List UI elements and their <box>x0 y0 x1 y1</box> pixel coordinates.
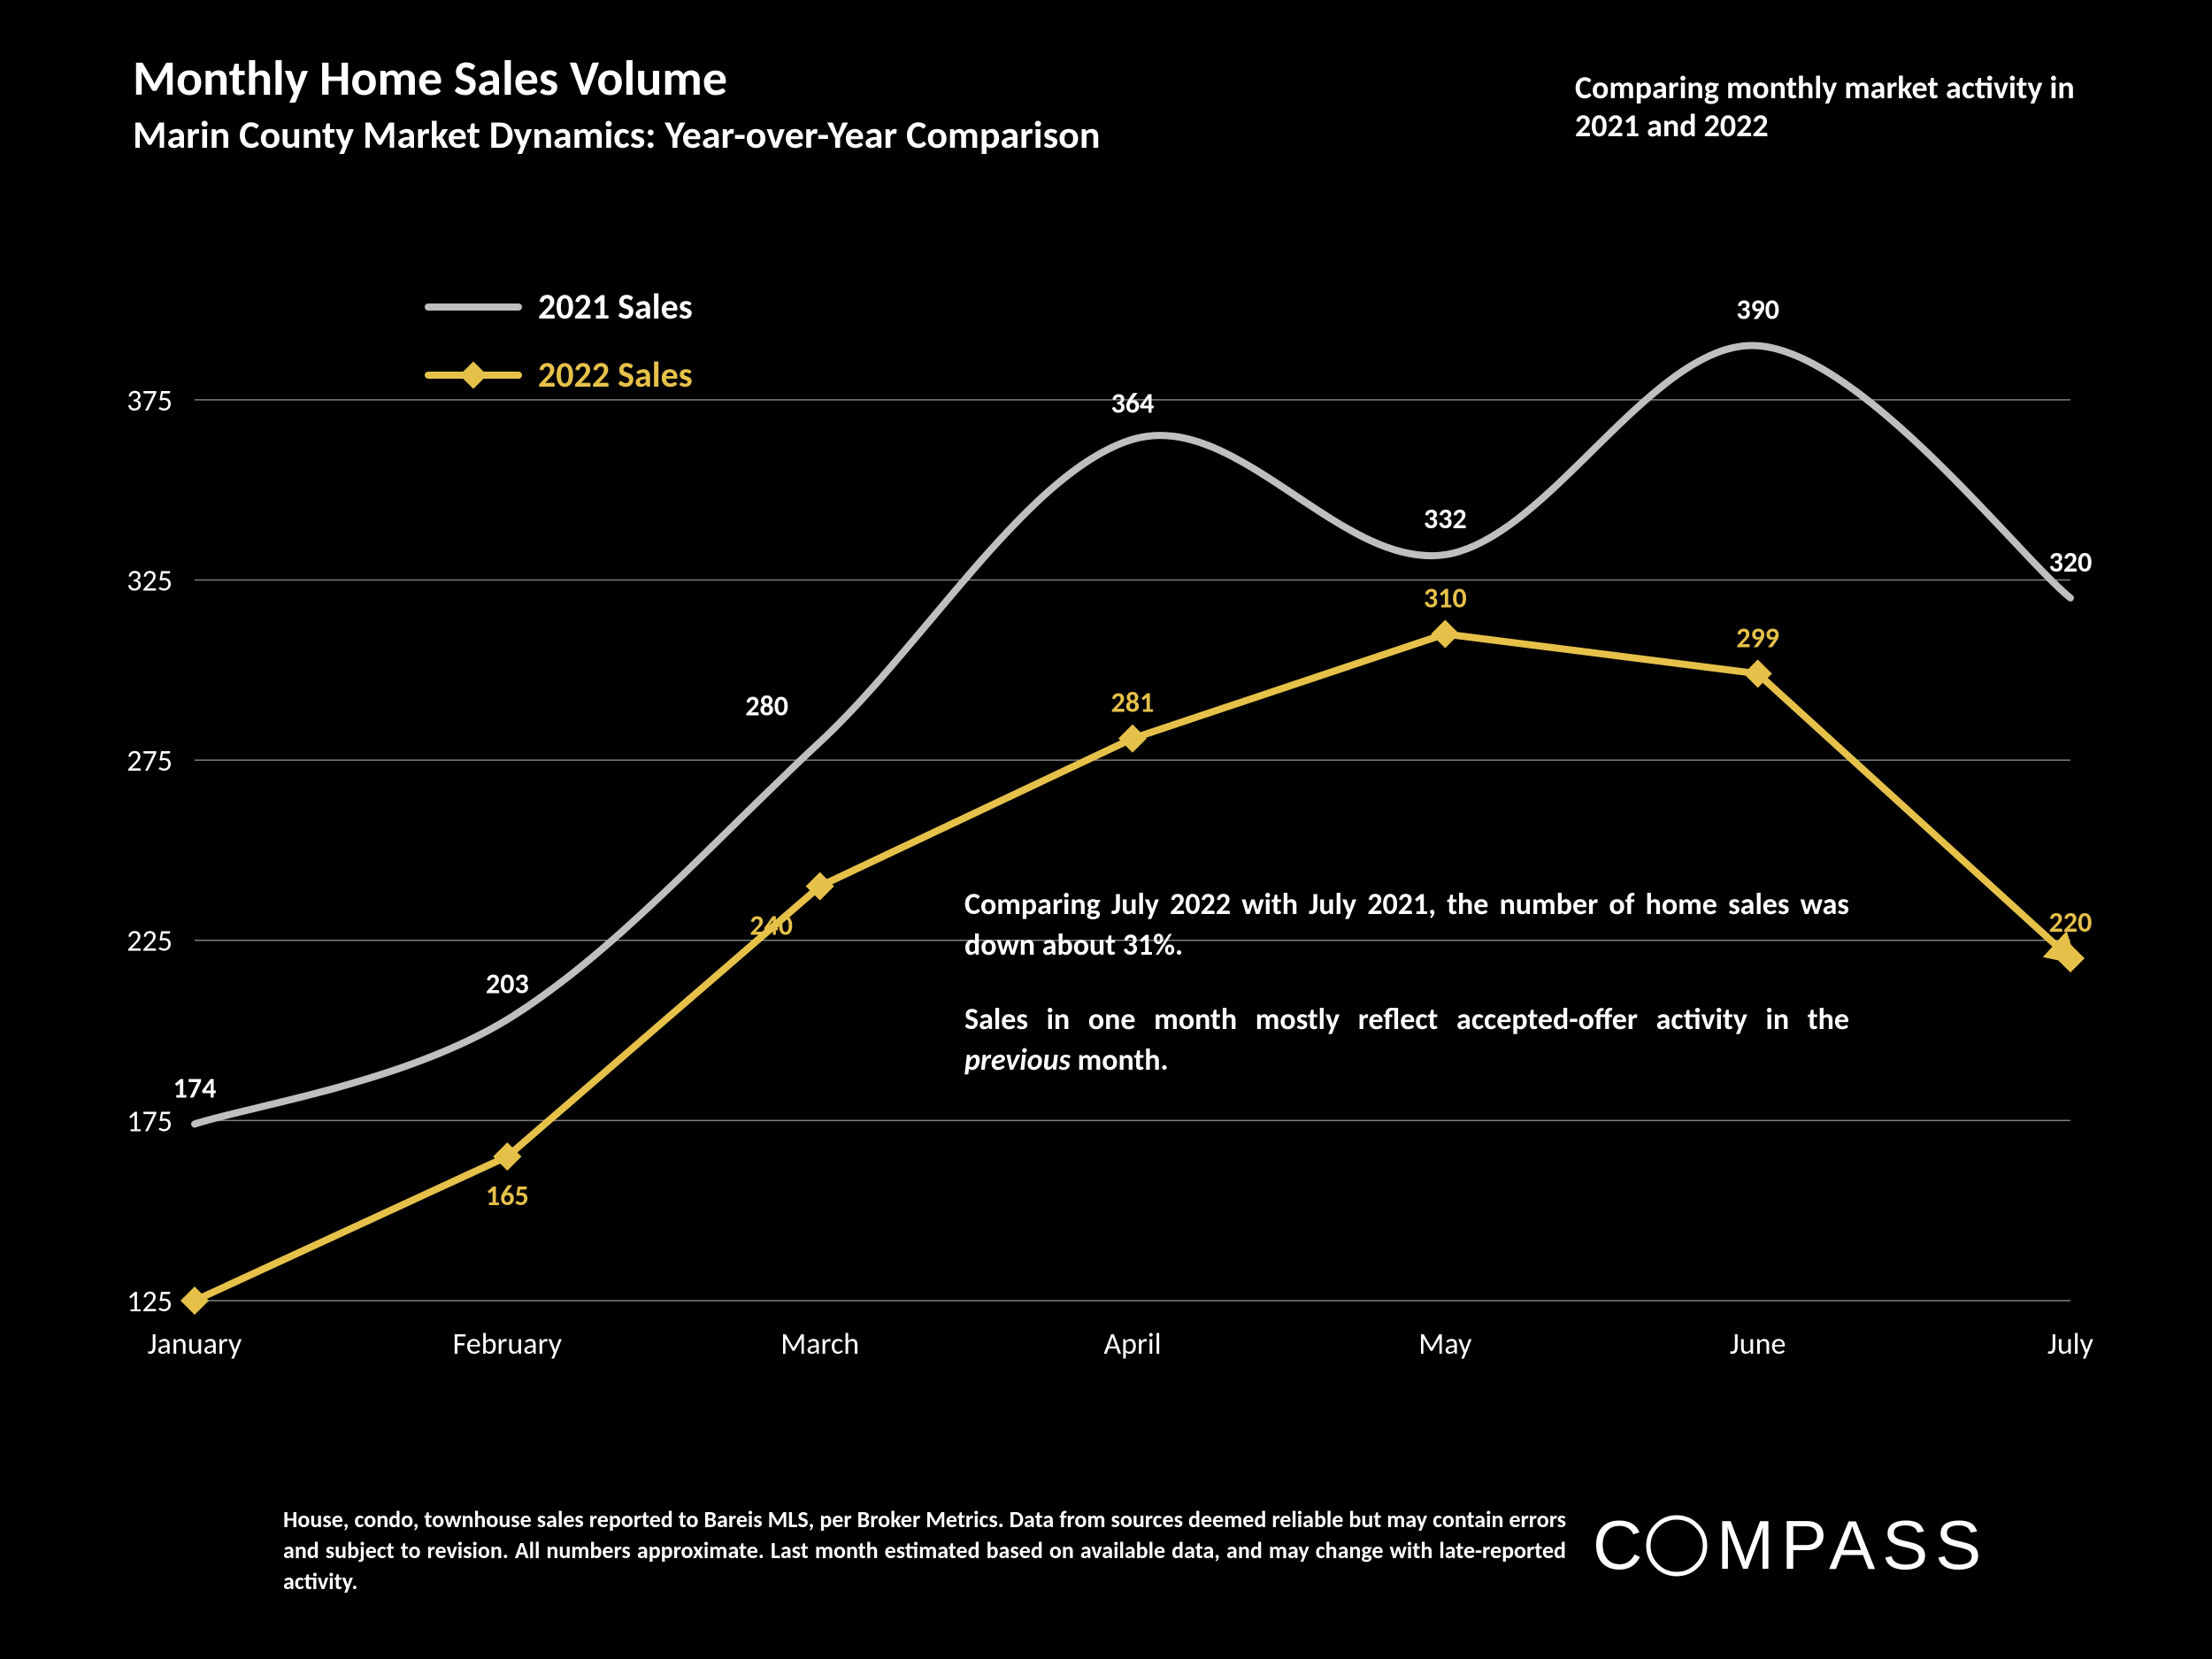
svg-text:375: 375 <box>127 383 173 419</box>
svg-text:390: 390 <box>1736 293 1779 327</box>
svg-text:280: 280 <box>745 689 788 724</box>
svg-text:332: 332 <box>1424 502 1467 536</box>
chart-subtitle: Marin County Market Dynamics: Year-over-… <box>133 111 1100 158</box>
svg-text:May: May <box>1418 1326 1472 1363</box>
svg-text:310: 310 <box>1424 581 1467 616</box>
svg-text:MPASS: MPASS <box>1717 1507 1988 1584</box>
footnote: House, condo, townhouse sales reported t… <box>283 1504 1566 1597</box>
svg-text:325: 325 <box>127 563 173 599</box>
svg-text:125: 125 <box>127 1284 173 1320</box>
svg-text:June: June <box>1730 1326 1786 1363</box>
svg-text:225: 225 <box>127 924 173 960</box>
annotation-p1: Comparing July 2022 with July 2021, the … <box>964 885 1849 966</box>
svg-text:203: 203 <box>486 966 529 1001</box>
svg-text:165: 165 <box>486 1179 529 1213</box>
svg-text:February: February <box>453 1326 563 1363</box>
svg-text:July: July <box>2047 1326 2094 1363</box>
annotation-p2: Sales in one month mostly reflect accept… <box>964 1000 1849 1081</box>
svg-text:240: 240 <box>749 909 793 943</box>
chart-title: Monthly Home Sales Volume <box>133 49 727 109</box>
svg-text:175: 175 <box>127 1103 173 1140</box>
svg-text:275: 275 <box>127 743 173 780</box>
svg-text:299: 299 <box>1736 620 1779 655</box>
svg-text:220: 220 <box>2049 905 2093 940</box>
brand-logo: C MPASS <box>1593 1502 2088 1586</box>
svg-text:January: January <box>148 1326 242 1363</box>
svg-text:364: 364 <box>1111 387 1155 421</box>
chart-annotation: Comparing July 2022 with July 2021, the … <box>964 885 1849 1081</box>
svg-text:C: C <box>1593 1507 1649 1584</box>
right-note: Comparing monthly market activity in 202… <box>1575 69 2088 145</box>
svg-text:April: April <box>1104 1326 1162 1363</box>
svg-text:174: 174 <box>173 1071 217 1105</box>
svg-text:320: 320 <box>2049 545 2093 580</box>
line-chart: 125 175 225 275 325 375 January February March Ap… <box>71 292 2106 1380</box>
svg-text:281: 281 <box>1111 686 1155 720</box>
svg-text:March: March <box>780 1326 859 1363</box>
